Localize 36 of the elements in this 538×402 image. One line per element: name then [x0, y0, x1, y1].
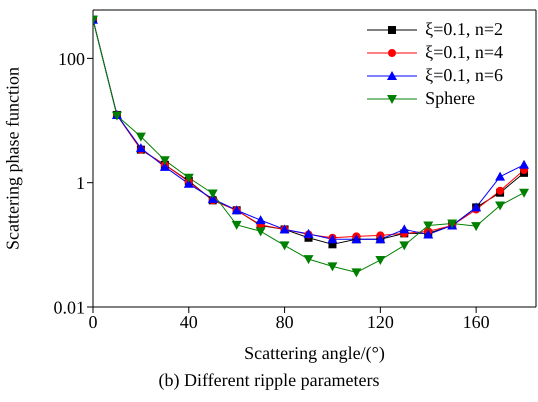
point: [375, 256, 386, 266]
text: (b) Different ripple parameters: [157, 370, 381, 391]
x-tick-label: 80: [276, 312, 294, 332]
x-tick-label: 120: [366, 312, 394, 332]
x-tick-label: 160: [462, 312, 490, 332]
point: [399, 224, 410, 234]
point: [327, 262, 338, 272]
point: [136, 132, 146, 142]
point: [136, 143, 146, 152]
y-tick-label: 1: [76, 173, 85, 194]
legend-label: Sphere: [425, 87, 476, 110]
point: [280, 241, 290, 250]
x-axis-title: Scattering angle/(°): [244, 343, 385, 363]
point: [160, 156, 170, 166]
point: [351, 268, 362, 278]
y-tick-label: 0.01: [54, 297, 85, 318]
legend-label: ξ=0.1, n=4: [425, 41, 503, 64]
point: [232, 220, 242, 230]
legend-label: ξ=0.1, n=6: [425, 64, 503, 87]
point: [256, 227, 266, 236]
point: [519, 188, 530, 198]
point: [256, 215, 266, 224]
y-tick-label: 100: [58, 48, 85, 69]
point: [495, 172, 506, 181]
point: [471, 222, 482, 232]
legend-label: ξ=0.1, n=2: [425, 18, 503, 41]
point: [423, 221, 434, 230]
y-axis-title: Scattering phase function: [2, 67, 22, 250]
point: [208, 189, 218, 198]
point: [304, 255, 314, 264]
point: [184, 174, 194, 183]
point: [495, 201, 506, 210]
point: [399, 241, 410, 250]
x-tick-label: 40: [180, 312, 198, 332]
x-tick-label: 0: [88, 312, 98, 332]
point: [519, 160, 530, 169]
